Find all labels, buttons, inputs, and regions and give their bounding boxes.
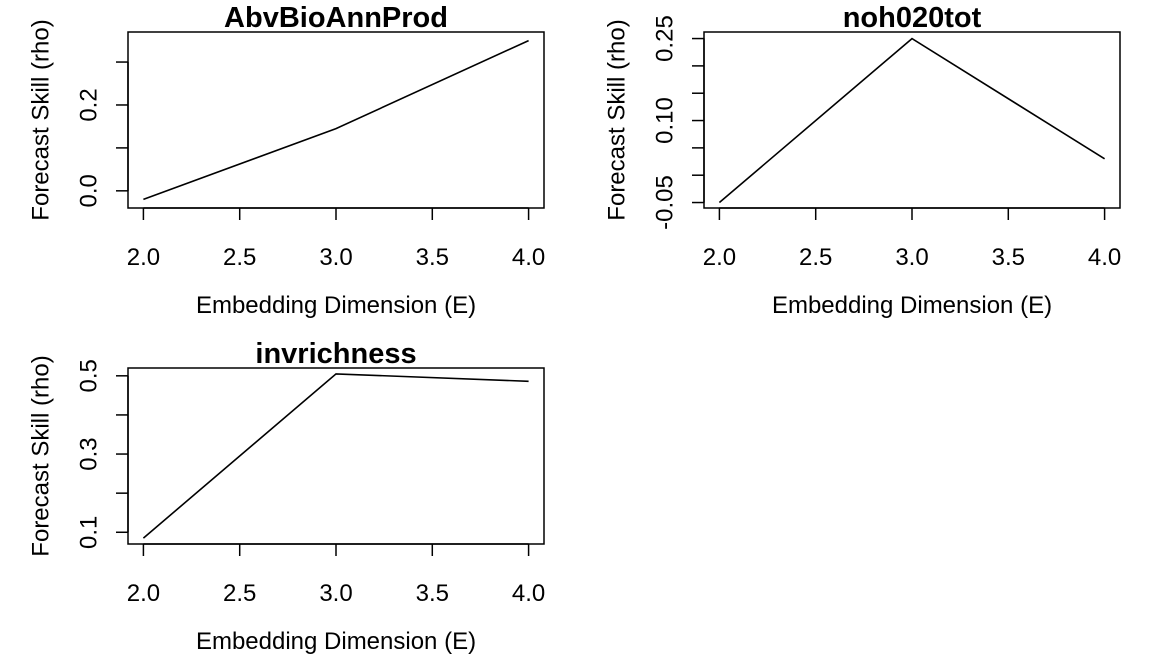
x-tick-label: 4.0: [512, 580, 545, 607]
x-tick-label: 3.5: [992, 244, 1025, 271]
x-tick-label: 3.5: [416, 580, 449, 607]
chart-title: invrichness: [255, 338, 416, 370]
chart-title: noh020tot: [843, 2, 982, 34]
y-tick-label: -0.05: [651, 175, 678, 230]
x-tick-label: 4.0: [1088, 244, 1121, 271]
x-tick-label: 4.0: [512, 244, 545, 271]
x-tick-label: 2.0: [127, 244, 160, 271]
x-axis: 2.0 2.5 3.0 3.5 4.0: [127, 543, 545, 607]
y-axis-label: Forecast Skill (rho): [27, 355, 54, 556]
x-axis-label: Embedding Dimension (E): [196, 292, 476, 319]
x-tick-label: 2.0: [703, 244, 736, 271]
y-axis: 0.0 0.2: [75, 61, 129, 208]
y-tick-label: 0.5: [75, 359, 102, 392]
y-tick-label: 0.3: [75, 437, 102, 470]
x-tick-label: 2.5: [223, 580, 256, 607]
x-tick-label: 3.0: [319, 580, 352, 607]
x-axis: 2.0 2.5 3.0 3.5 4.0: [127, 207, 545, 271]
y-axis-label: Forecast Skill (rho): [603, 19, 630, 220]
series-line: [143, 39, 529, 201]
x-axis-label: Embedding Dimension (E): [196, 628, 476, 655]
series-line: [718, 37, 1106, 204]
y-axis: -0.05 0.10 0.25: [651, 15, 705, 230]
x-tick-label: 2.5: [223, 244, 256, 271]
y-tick-label: 0.0: [75, 174, 102, 207]
y-tick-label: 0.2: [75, 88, 102, 121]
x-tick-label: 2.0: [127, 580, 160, 607]
chart-panel-3: invrichness 2.0 2.5 3.0 3.5 4.0 Embedding Dime…: [27, 338, 545, 655]
plot-frame: [127, 367, 545, 545]
x-tick-label: 3.5: [416, 244, 449, 271]
y-axis-label: Forecast Skill (rho): [27, 19, 54, 220]
x-axis: 2.0 2.5 3.0 3.5 4.0: [703, 207, 1121, 271]
series-line: [142, 373, 529, 539]
chart-title: AbvBioAnnProd: [224, 2, 448, 34]
chart-panel-2: noh020tot 2.0 2.5 3.0 3.5 4.0 Embedding Dimens…: [603, 2, 1121, 319]
x-tick-label: 3.0: [895, 244, 928, 271]
y-tick-label: 0.25: [651, 15, 678, 62]
chart-panel-1: AbvBioAnnProd 2.0 2.5 3.0 3.5 4.0 Embedding Di…: [27, 2, 545, 319]
y-axis: 0.1 0.3 0.5: [75, 359, 129, 549]
y-tick-label: 0.10: [651, 97, 678, 144]
y-tick-label: 0.1: [75, 516, 102, 549]
x-tick-label: 3.0: [319, 244, 352, 271]
x-axis-label: Embedding Dimension (E): [772, 292, 1052, 319]
x-tick-label: 2.5: [799, 244, 832, 271]
plot-frame: [703, 31, 1121, 209]
